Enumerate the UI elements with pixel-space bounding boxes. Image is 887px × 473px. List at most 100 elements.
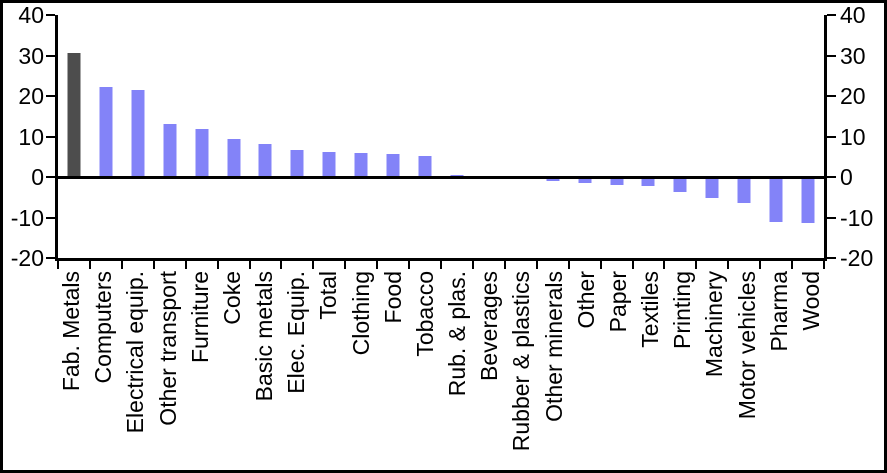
bar-fab-metals xyxy=(67,53,81,177)
y-tick xyxy=(46,95,55,97)
x-axis-label: Computers xyxy=(90,271,117,384)
x-axis-label: Machinery xyxy=(701,271,728,378)
bar-electrical-equip xyxy=(131,89,145,177)
x-tick xyxy=(120,261,123,269)
y-tick-label-right: 0 xyxy=(840,164,853,190)
x-tick xyxy=(152,261,155,269)
x-label-col-pharma: Pharma xyxy=(763,271,795,451)
x-tick xyxy=(599,261,602,269)
x-axis-label: Food xyxy=(379,271,406,324)
x-tick xyxy=(440,261,442,269)
y-tick-label-left: -10 xyxy=(10,204,44,231)
x-tick xyxy=(663,261,666,269)
x-axis-label: Wood xyxy=(797,271,824,331)
y-tick xyxy=(827,14,836,16)
y-tick-label-right: 40 xyxy=(840,2,866,28)
y-tick-label-left: 30 xyxy=(18,42,44,69)
x-tick xyxy=(408,261,411,269)
y-tick-label-left: 0 xyxy=(31,164,44,190)
x-axis-label: Coke xyxy=(218,271,245,325)
y-tick-label-left: 20 xyxy=(18,83,44,109)
x-axis-label: Total xyxy=(315,271,342,320)
bar-other xyxy=(578,177,592,184)
x-label-col-computers: Computers xyxy=(87,271,119,451)
x-tick xyxy=(216,261,219,269)
x-axis-label: Furniture xyxy=(186,271,213,364)
x-tick xyxy=(312,261,315,269)
x-tick xyxy=(376,261,379,269)
x-tick xyxy=(88,261,91,269)
y-tick xyxy=(827,54,836,57)
x-tick xyxy=(631,261,634,269)
bar-computers xyxy=(99,86,113,177)
x-label-col-rubber-plastics: Rubber & plastics xyxy=(505,271,537,451)
x-tick xyxy=(695,261,698,269)
x-axis-label: Printing xyxy=(669,271,696,349)
y-tick xyxy=(46,14,55,16)
x-axis-label: Electrical equip. xyxy=(122,271,149,434)
x-label-col-other-minerals: Other minerals xyxy=(538,271,570,451)
x-tick xyxy=(471,261,474,269)
x-label-col-coke: Coke xyxy=(216,271,248,451)
bar-coke xyxy=(227,138,241,177)
bar-food xyxy=(386,153,400,177)
x-tick xyxy=(503,261,506,269)
x-tick xyxy=(535,261,538,269)
bar-total xyxy=(322,151,336,177)
x-axis-label: Textiles xyxy=(637,271,664,348)
x-tick xyxy=(727,261,730,269)
x-axis-label: Rub. & plas. xyxy=(444,271,471,397)
bar-motor-vehicles xyxy=(737,177,751,203)
x-axis-label: Clothing xyxy=(347,271,374,356)
x-axis-label: Beverages xyxy=(476,271,503,381)
x-axis-label: Paper xyxy=(604,271,631,333)
x-axis-label: Other xyxy=(572,271,599,329)
y-tick-label-right: -10 xyxy=(840,204,874,231)
x-label-col-electrical-equip: Electrical equip. xyxy=(119,271,151,451)
y-tick xyxy=(827,176,836,178)
x-label-col-textiles: Textiles xyxy=(634,271,666,451)
y-tick xyxy=(46,176,55,178)
bar-paper xyxy=(610,177,624,186)
x-label-col-basic-metals: Basic metals xyxy=(248,271,280,451)
x-label-col-printing: Printing xyxy=(666,271,698,451)
x-label-col-other-transport: Other transport xyxy=(152,271,184,451)
y-tick-label-right: 10 xyxy=(840,123,866,150)
x-tick xyxy=(184,261,187,269)
zero-axis-line xyxy=(58,175,824,179)
x-label-col-other: Other xyxy=(570,271,602,451)
x-label-col-machinery: Machinery xyxy=(698,271,730,451)
y-tick-label-left: 10 xyxy=(18,123,44,150)
y-tick-label-right: 20 xyxy=(840,83,866,109)
x-axis-label: Tobacco xyxy=(411,271,438,357)
x-label-col-furniture: Furniture xyxy=(184,271,216,451)
x-tick xyxy=(57,261,59,269)
plot-area xyxy=(55,15,827,261)
x-label-col-paper: Paper xyxy=(602,271,634,451)
y-tick xyxy=(827,135,836,138)
bar-furniture xyxy=(195,129,209,177)
bar-machinery xyxy=(705,177,719,198)
x-tick xyxy=(759,261,762,269)
bar-other-minerals xyxy=(546,177,560,182)
bar-basic-metals xyxy=(258,143,272,177)
x-tick xyxy=(280,261,283,269)
x-label-col-elec-equip: Elec. Equip. xyxy=(280,271,312,451)
x-tick xyxy=(248,261,251,269)
y-tick-label-right: -20 xyxy=(840,245,874,271)
bar-clothing xyxy=(354,152,368,177)
bar-elec-equip xyxy=(290,150,304,177)
x-axis-labels: Fab. Metals Computers Electrical equip. Oth… xyxy=(55,271,827,451)
x-label-col-clothing: Clothing xyxy=(345,271,377,451)
y-tick xyxy=(827,95,836,97)
x-label-col-motor-vehicles: Motor vehicles xyxy=(731,271,763,451)
x-tick xyxy=(791,261,794,269)
y-tick xyxy=(46,54,55,57)
y-tick-label-left: 40 xyxy=(18,2,44,28)
x-tick xyxy=(823,261,825,269)
bar-pharma xyxy=(769,177,783,223)
bar-other-transport xyxy=(163,124,177,177)
y-tick xyxy=(46,257,55,259)
x-label-col-total: Total xyxy=(312,271,344,451)
y-tick-label-left: -20 xyxy=(10,245,44,271)
